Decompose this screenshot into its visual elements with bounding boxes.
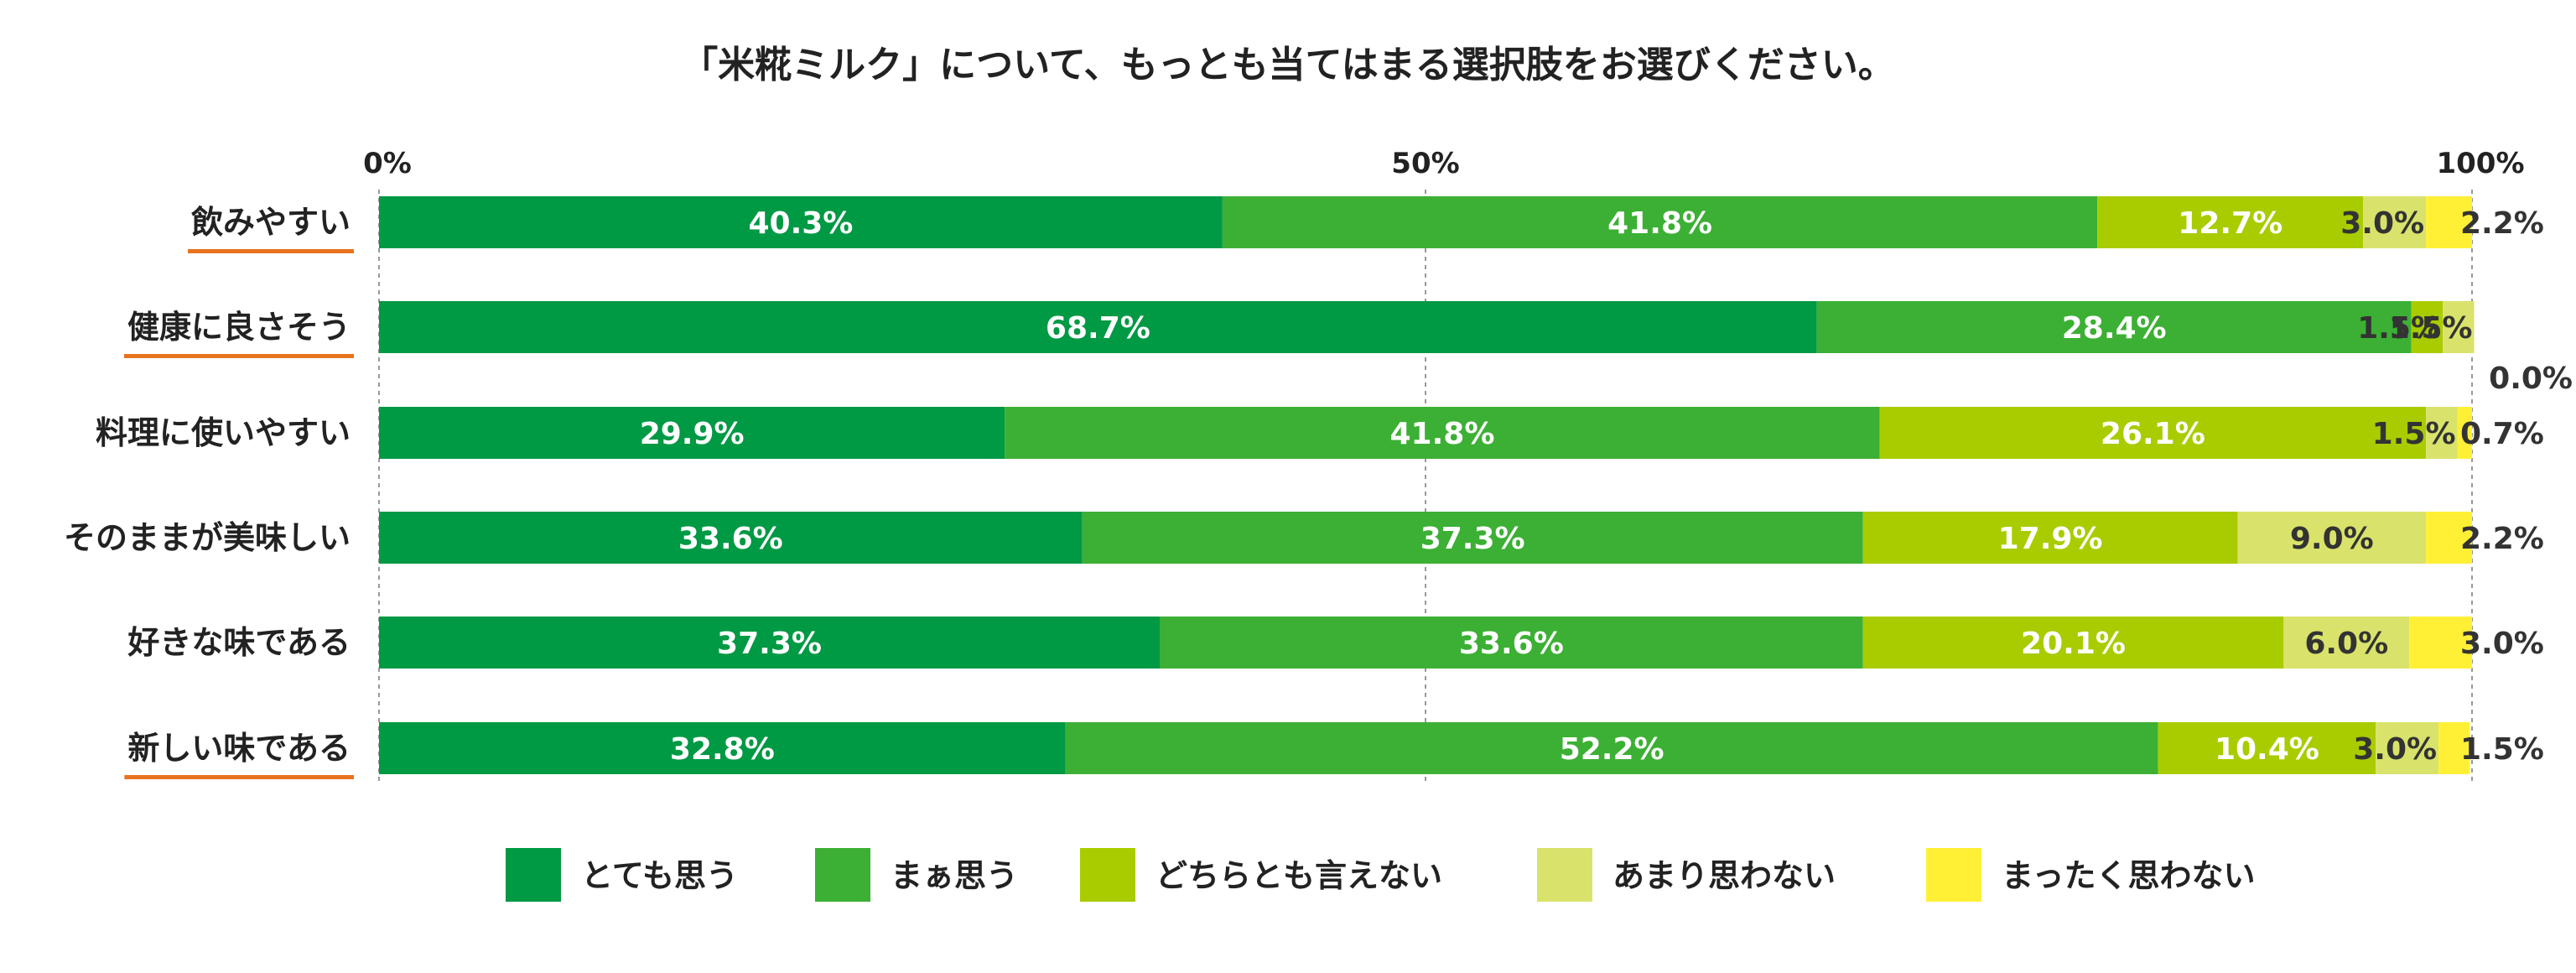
bar-segment	[2237, 512, 2427, 564]
bar-segment	[379, 301, 1817, 353]
data-label: 68.7%	[1046, 311, 1150, 346]
bar-segment	[1862, 617, 2284, 669]
data-label: 10.4%	[2215, 732, 2319, 767]
data-label: 1.5%	[2357, 311, 2441, 346]
bars	[379, 196, 2475, 774]
category-label: 健康に良さそう	[127, 309, 351, 346]
data-label: 1.5%	[2389, 311, 2473, 346]
category-label: 好きな味である	[127, 624, 351, 661]
bar-segment	[2158, 722, 2376, 774]
bar-segment	[379, 407, 1005, 459]
bar-segment	[1082, 512, 1863, 564]
legend-swatch	[1926, 848, 1981, 902]
data-label: 29.9%	[640, 417, 745, 451]
gridlines	[378, 190, 2473, 781]
bar-segment	[2411, 301, 2444, 353]
bar-segment	[1879, 407, 2427, 459]
legend-swatch	[1080, 848, 1135, 902]
legend-label: あまり思わない	[1613, 857, 1836, 894]
bar-segment	[379, 196, 1223, 248]
data-label: 37.3%	[717, 627, 822, 661]
data-label: 12.7%	[2178, 206, 2283, 241]
category-label: 料理に使いやすい	[96, 414, 351, 451]
data-label: 41.8%	[1607, 206, 1712, 241]
bar-segment	[2438, 722, 2470, 774]
legend-swatch	[506, 848, 561, 902]
category-label: 新しい味である	[127, 730, 351, 767]
bar-segment	[2443, 301, 2475, 353]
bar-segment	[1222, 196, 2098, 248]
category-label: そのままが美味しい	[64, 519, 351, 556]
legend-label: まぁ思う	[891, 857, 1018, 894]
data-label: 1.5%	[2460, 732, 2544, 767]
legend-swatch	[815, 848, 870, 902]
data-label: 41.8%	[1390, 417, 1495, 451]
data-label: 20.1%	[2021, 627, 2126, 661]
bar-segment	[2363, 196, 2427, 248]
bar-segment	[1160, 617, 1863, 669]
data-labels: 40.3% 41.8% 12.7% 3.0% 2.2%68.7% 28.4% 1.5%1.5…	[640, 206, 2573, 767]
data-label: 3.0%	[2340, 206, 2424, 241]
data-label: 0.0%	[2489, 362, 2573, 396]
bar-segment	[2426, 512, 2472, 564]
data-label: 37.3%	[1420, 522, 1525, 556]
data-label: 2.2%	[2460, 522, 2544, 556]
legend-label: まったく思わない	[2002, 857, 2255, 894]
data-label: 28.4%	[2062, 311, 2167, 346]
data-label: 3.0%	[2353, 732, 2437, 767]
data-label: 17.9%	[1998, 522, 2103, 556]
bar-segment	[2097, 196, 2364, 248]
bar-segment	[1862, 512, 2238, 564]
bar-segment	[379, 722, 1066, 774]
chart-title: 「米糀ミルク」について、もっとも当てはまる選択肢をお選びください。	[681, 44, 1895, 86]
category-underline	[187, 249, 354, 253]
data-label: 33.6%	[678, 522, 783, 556]
bar-segment	[2283, 617, 2410, 669]
x-tick-label: 50%	[1391, 147, 1459, 180]
x-tick-label: 100%	[2436, 147, 2524, 180]
bar-segment	[1065, 722, 2158, 774]
bar-segment	[379, 512, 1083, 564]
data-label: 1.5%	[2372, 417, 2456, 451]
data-label: 3.0%	[2460, 627, 2544, 661]
bar-segment	[2376, 722, 2439, 774]
data-label: 40.3%	[748, 206, 853, 241]
data-label: 33.6%	[1459, 627, 1564, 661]
data-label: 32.8%	[670, 732, 775, 767]
bar-segment	[2426, 407, 2458, 459]
data-label: 9.0%	[2290, 522, 2374, 556]
bar-segment	[1005, 407, 1880, 459]
data-label: 6.0%	[2304, 627, 2388, 661]
data-label: 52.2%	[1560, 732, 1665, 767]
category-underline	[124, 775, 354, 779]
data-label: 26.1%	[2101, 417, 2205, 451]
category-underline	[123, 354, 354, 358]
bar-segment	[2457, 407, 2472, 459]
data-label: 2.2%	[2460, 206, 2544, 241]
legend-label: どちらとも言えない	[1156, 857, 1442, 894]
legend: とても思う まぁ思う どちらとも言えない あまり思わない まったく思わない	[506, 848, 2255, 902]
category-label: 飲みやすい	[191, 204, 351, 241]
legend-swatch	[1537, 848, 1592, 902]
bar-segment	[2409, 617, 2472, 669]
category-labels: 飲みやすい健康に良さそう料理に使いやすいそのままが美味しい好きな味である新しい味…	[64, 204, 354, 779]
bar-segment	[2426, 196, 2472, 248]
x-axis-ticks: 0% 50% 100%	[363, 147, 2524, 180]
data-label: 0.7%	[2460, 417, 2544, 451]
bar-segment	[1816, 301, 2412, 353]
legend-label: とても思う	[581, 857, 738, 894]
bar-segment	[379, 617, 1161, 669]
x-tick-label: 0%	[363, 147, 412, 180]
